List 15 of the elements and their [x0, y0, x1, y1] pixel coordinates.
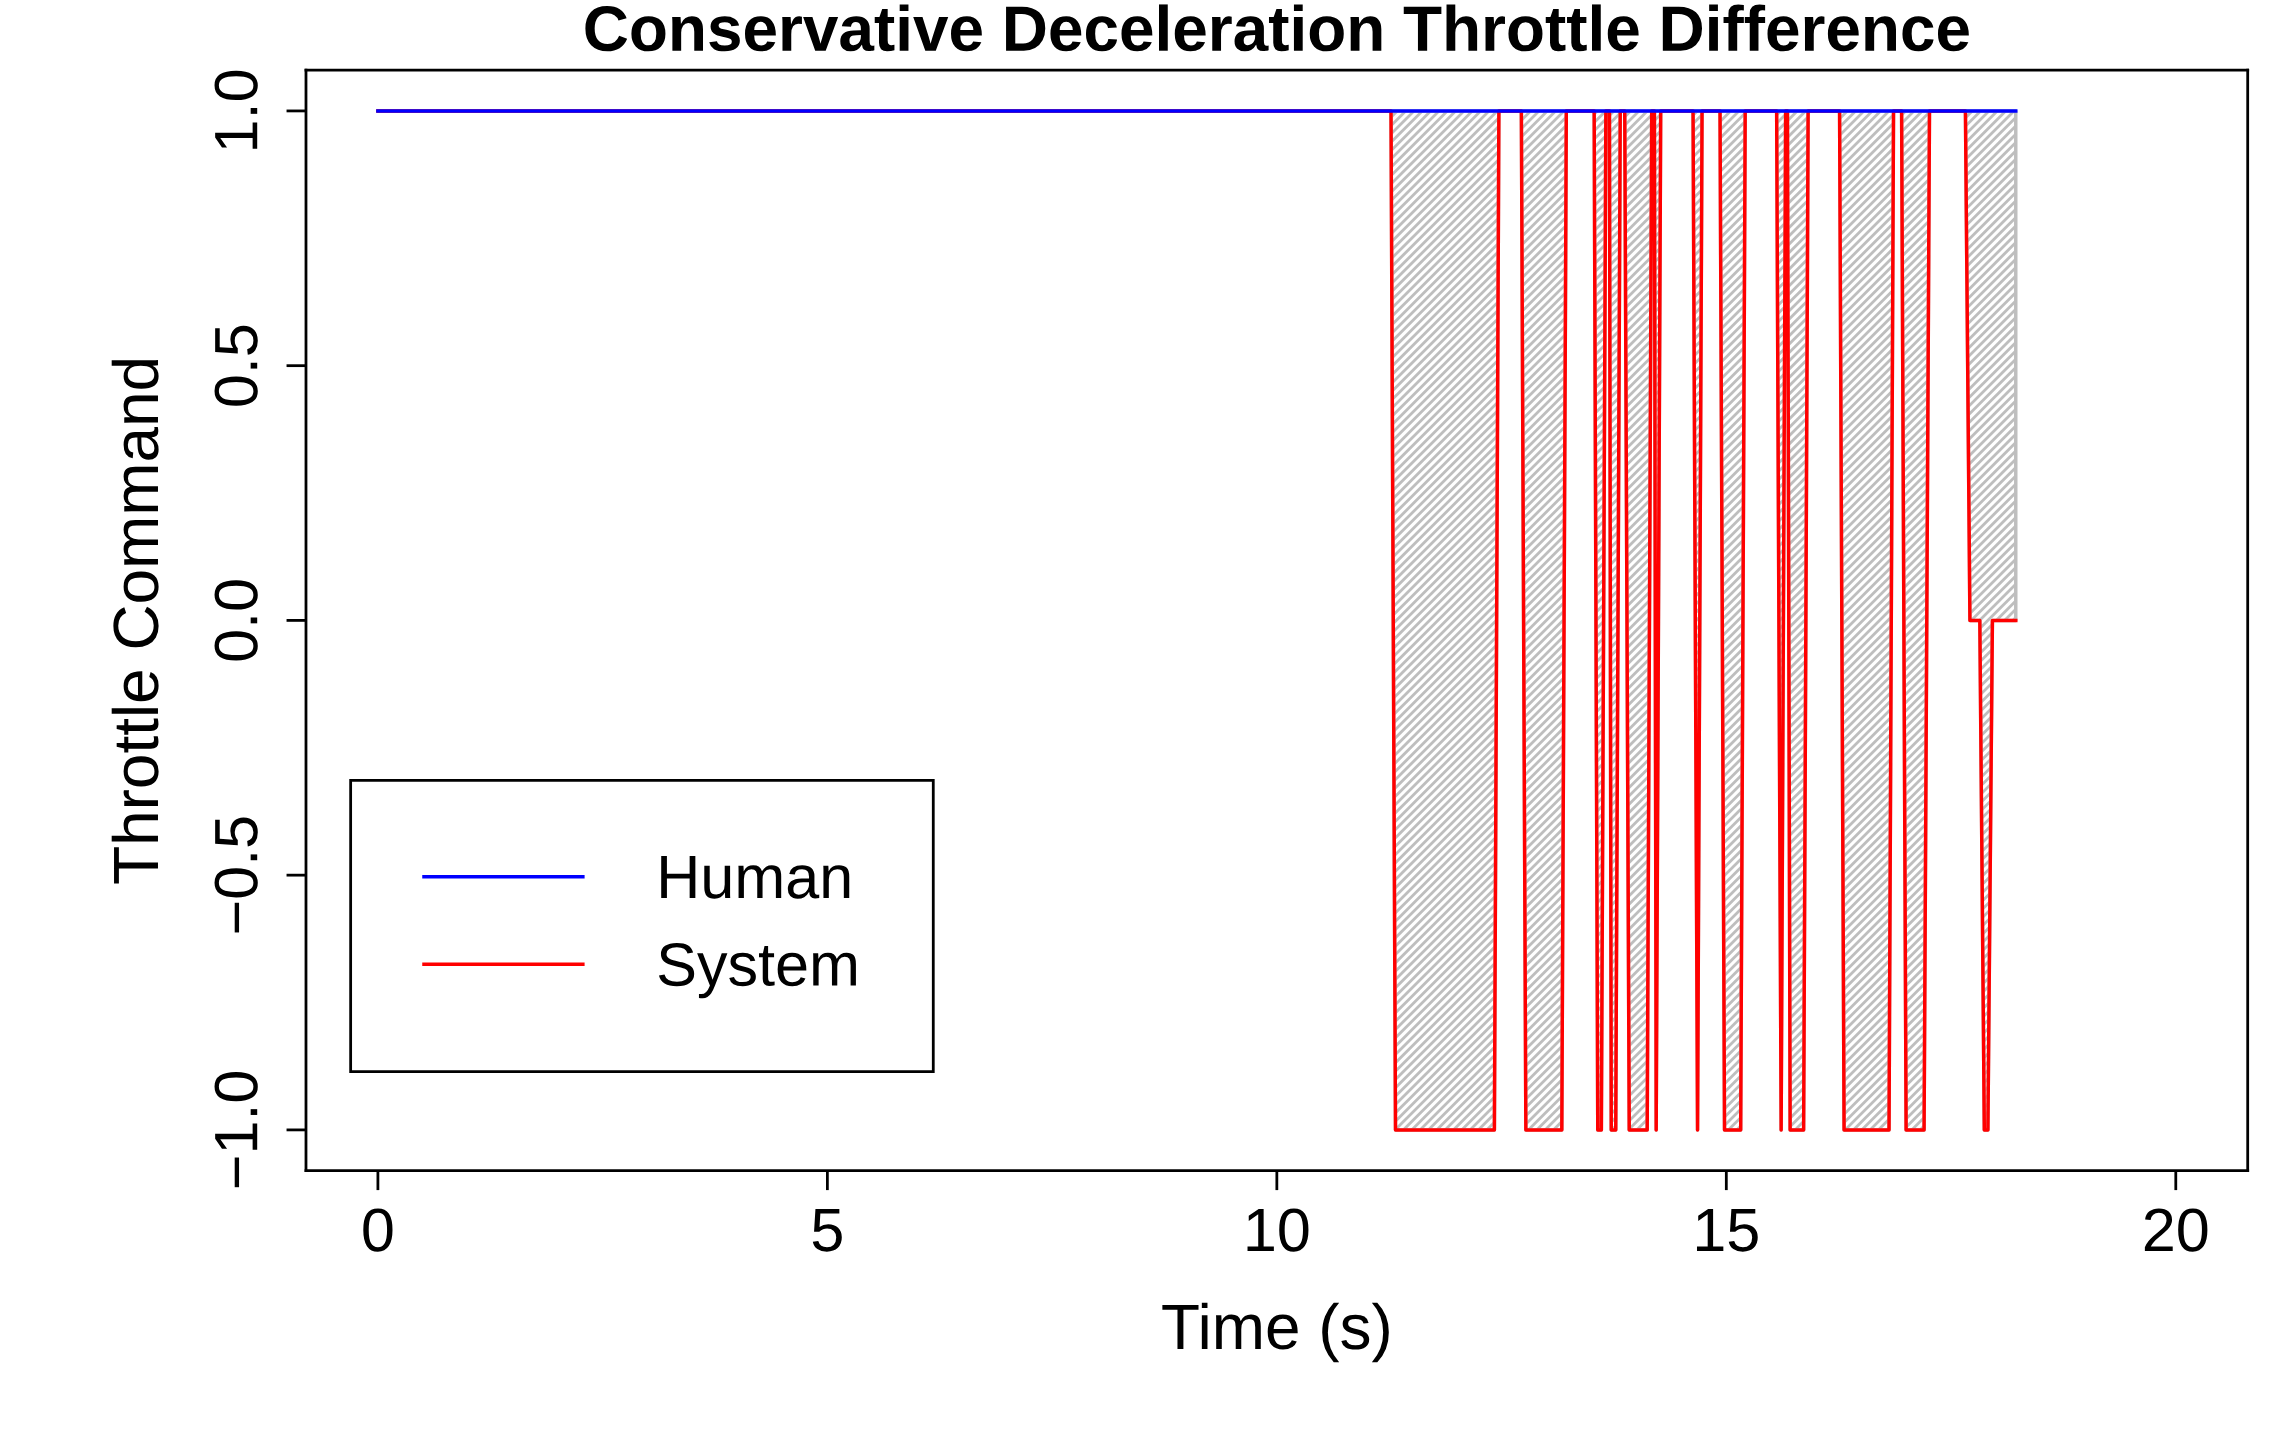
x-tick-label: 15	[1696, 1209, 1758, 1252]
y-tick-label: 1.0	[214, 70, 258, 149]
y-tick-label: 0.0	[214, 580, 258, 661]
x-axis-title: Time (s)	[1162, 1302, 1389, 1363]
x-tick-label: 10	[1247, 1208, 1309, 1252]
x-tick-label: 0	[363, 1208, 393, 1252]
legend-label: System	[658, 942, 856, 999]
y-tick-label: 0.5	[214, 325, 258, 406]
y-tick-label: −0.5	[214, 817, 258, 933]
y-axis-title: Throttle Command	[111, 359, 159, 884]
chart-title: Conservative Deceleration Throttle Difference	[585, 4, 1969, 52]
y-tick-label: −1.0	[214, 1071, 258, 1188]
legend-label: Human	[661, 856, 850, 899]
x-tick-label: 5	[812, 1209, 842, 1252]
x-tick-label: 20	[2144, 1208, 2208, 1252]
